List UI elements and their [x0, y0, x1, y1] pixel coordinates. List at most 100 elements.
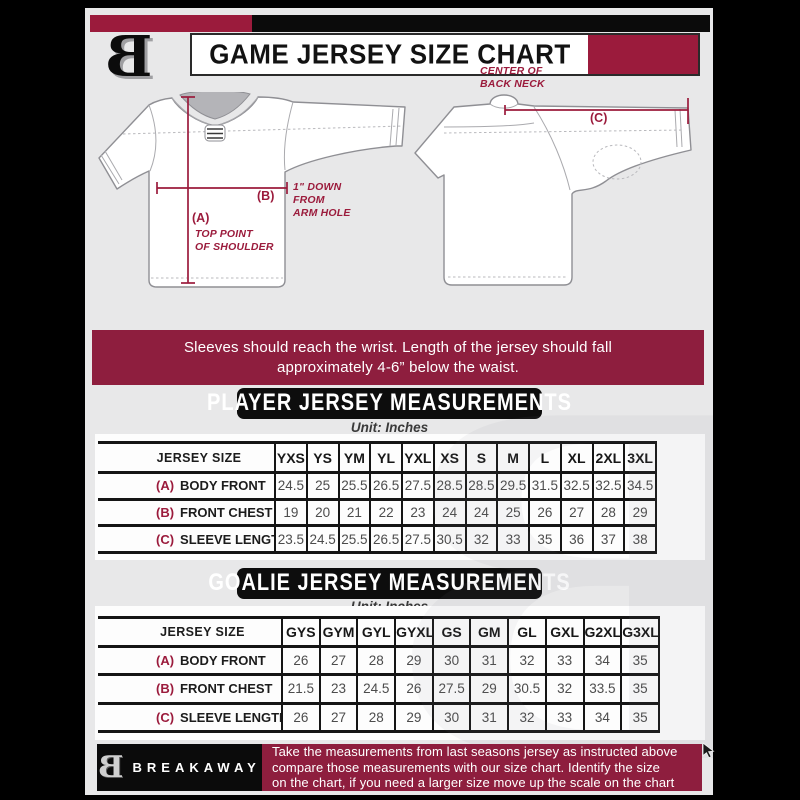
measurement-value-cell: 29 [394, 701, 434, 734]
size-column-header: GYS [281, 616, 321, 648]
measurement-value-cell: 34.5 [623, 471, 657, 501]
measurement-value-cell: 35 [620, 673, 660, 705]
player-unit-label: Unit: Inches [350, 420, 429, 435]
measurement-value-cell: 27 [559, 497, 594, 528]
size-column-header: YS [305, 441, 340, 474]
measurement-row: (B) FRONT CHEST 21.5 23 24.5 26 27.5 29 30.5 32 33… [98, 673, 660, 705]
measurement-value-cell: 28.5 [432, 471, 467, 501]
measurement-value-cell: 26 [394, 673, 434, 705]
title-background: GAME JERSEY SIZE CHART [192, 35, 588, 74]
measurement-value-cell: 27.5 [401, 524, 435, 554]
measurement-value-cell: 22 [369, 497, 403, 528]
measurement-value-cell: 28.5 [464, 471, 499, 501]
goalie-size-table: JERSEY SIZE GYS GYM GYL GYXL GS GM GL GXL G2XL G3X… [98, 616, 660, 734]
measurement-key: (C) [156, 531, 175, 547]
measurement-value-cell: 32 [544, 673, 585, 705]
measurement-value-cell: 33 [544, 644, 585, 677]
measurement-value-cell: 26.5 [369, 471, 403, 501]
measurement-value-cell: 33 [544, 701, 585, 734]
measurement-value-cell: 29.5 [496, 471, 530, 501]
size-column-header: 2XL [591, 441, 626, 474]
measurement-value-cell: 32 [464, 524, 499, 554]
breakaway-logo: B [105, 24, 152, 90]
measurement-row-label: (C) SLEEVE LENGTH [98, 701, 283, 734]
measurement-value-cell: 34 [582, 701, 623, 734]
measurement-row-label: (C) SLEEVE LENGTH [98, 524, 276, 554]
footer-brand-name: BREAKAWAY [132, 760, 261, 775]
measurement-value-cell: 25 [496, 497, 530, 528]
size-column-header: L [528, 441, 562, 474]
back-jersey-diagram [414, 94, 692, 286]
measurement-lines-back [504, 98, 689, 124]
size-column-header: YXS [274, 441, 308, 474]
title-banner: GAME JERSEY SIZE CHART [190, 33, 700, 76]
size-column-header: G2XL [582, 616, 623, 648]
measurement-value-cell: 29 [394, 644, 434, 677]
size-column-header: GYM [318, 616, 359, 648]
size-column-header: XL [559, 441, 594, 474]
c-measure-label: (C) [590, 111, 608, 125]
measurement-value-cell: 30 [431, 644, 472, 677]
measurement-value-cell: 25 [305, 471, 340, 501]
measurement-value-cell: 27.5 [431, 673, 472, 705]
measurement-name: FRONT CHEST [180, 504, 273, 520]
measurement-row: (C) SLEEVE LENGTH23.524.525.526.527.530.5… [98, 524, 657, 554]
measurement-value-cell: 28 [356, 701, 397, 734]
footer-instruction-line2: compare those measurements with our size… [272, 759, 661, 775]
measurement-value-cell: 24.5 [274, 471, 308, 501]
size-column-header: YXL [401, 441, 435, 474]
measurement-value-cell: 24 [432, 497, 467, 528]
measurement-key: (B) [156, 504, 175, 520]
measurement-key: (A) [156, 653, 175, 669]
measurement-value-cell: 30 [431, 701, 472, 734]
size-column-header: 3XL [623, 441, 657, 474]
size-column-header: GYXL [394, 616, 434, 648]
size-column-header: XS [432, 441, 467, 474]
size-column-header: M [496, 441, 530, 474]
page-title: GAME JERSEY SIZE CHART [209, 38, 571, 70]
size-column-header: GL [507, 616, 547, 648]
measurement-value-cell: 32.5 [559, 471, 594, 501]
goalie-section-title: GOALIE JERSEY MEASUREMENTS [208, 568, 570, 599]
measurement-value-cell: 32.5 [591, 471, 626, 501]
measurement-row: (A) BODY FRONT 24.5 25 25.5 26.5 27.5 28.5 28.5 2… [98, 471, 657, 501]
measurement-value-cell: 29 [469, 673, 510, 705]
measurement-value-cell: 26.5 [369, 524, 403, 554]
measurement-name: BODY FRONT [180, 653, 266, 669]
measurement-key: (B) [156, 681, 175, 697]
measurement-value-cell: 23 [401, 497, 435, 528]
measurement-row: (B) FRONT CHEST 19 20 21 22 23 24 24 25 26 27 28 29 [98, 497, 657, 528]
fit-note-banner: Sleeves should reach the wrist. Length o… [92, 330, 704, 385]
measurement-value-cell: 31.5 [528, 471, 562, 501]
measurement-row-label: (B) FRONT CHEST [98, 673, 283, 705]
measurement-value-cell: 32 [507, 701, 547, 734]
measurement-value-cell: 27 [318, 701, 359, 734]
measurement-value-cell: 19 [274, 497, 308, 528]
measurement-name: FRONT CHEST [180, 681, 273, 697]
measurement-row: (A) BODY FRONT 26 27 28 29 30 31 32 33 34 35 [98, 644, 660, 677]
footer-instruction-line3: on the chart, if you need a larger size … [272, 775, 675, 791]
measurement-value-cell: 31 [469, 701, 510, 734]
measurement-value-cell: 33 [496, 524, 530, 554]
b-measure-label: (B) [257, 189, 275, 203]
jersey-size-header-cell: JERSEY SIZE [98, 441, 276, 474]
fit-note-line1: Sleeves should reach the wrist. Length o… [183, 338, 613, 356]
measurement-value-cell: 32 [507, 644, 547, 677]
measurement-value-cell: 38 [623, 524, 657, 554]
measurement-name: SLEEVE LENGTH [180, 531, 273, 547]
measurement-value-cell: 20 [305, 497, 340, 528]
measurement-value-cell: 29 [623, 497, 657, 528]
measurement-value-cell: 24.5 [356, 673, 397, 705]
measurement-value-cell: 26 [281, 701, 321, 734]
measurement-name: BODY FRONT [180, 478, 266, 494]
measurement-value-cell: 35 [620, 701, 660, 734]
measurement-value-cell: 33.5 [582, 673, 623, 705]
size-column-header: GXL [544, 616, 585, 648]
player-section-title: PLAYER JERSEY MEASUREMENTS [207, 388, 571, 419]
top-accent-bar-black [252, 15, 710, 32]
measurement-value-cell: 24 [464, 497, 499, 528]
footer-instructions: Take the measurements from last seasons … [262, 744, 702, 791]
measurement-value-cell: 34 [582, 644, 623, 677]
measurement-value-cell: 35 [620, 644, 660, 677]
measurement-lines-front [156, 96, 288, 284]
